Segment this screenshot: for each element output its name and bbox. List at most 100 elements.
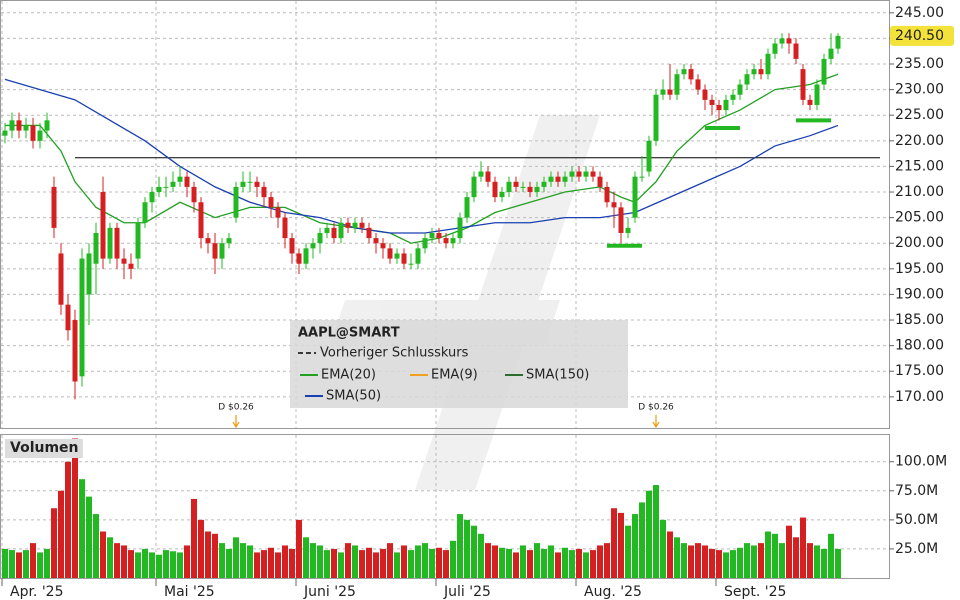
legend-box	[290, 320, 628, 408]
candle-body	[702, 89, 708, 100]
legend: AAPL@SMART Vorheriger Schlusskurs EMA(20…	[290, 320, 628, 408]
volume-bar	[443, 550, 449, 578]
volume-bar	[611, 508, 617, 578]
y-tick-label: 205.00	[895, 210, 944, 226]
y-tick-label: 245.00	[895, 5, 944, 21]
candle-body	[506, 181, 512, 193]
candle-body	[128, 263, 134, 269]
candle-body	[65, 304, 71, 331]
volume-bar	[86, 496, 92, 578]
candle-body	[632, 176, 638, 218]
candle-body	[828, 48, 834, 59]
y-tick-label: 195.00	[895, 261, 944, 277]
candle-body	[114, 227, 120, 259]
volume-bar	[660, 519, 666, 578]
volume-bar	[268, 547, 274, 578]
candle-body	[86, 253, 92, 295]
y-tick-label: 175.00	[895, 363, 944, 379]
volume-bar	[772, 533, 778, 578]
volume-bar	[597, 545, 603, 578]
candle-body	[79, 258, 85, 377]
candle-body	[604, 186, 610, 203]
candle-body	[590, 171, 596, 177]
volume-bar	[723, 552, 729, 578]
candle-body	[219, 243, 225, 259]
volume-bar	[107, 537, 113, 578]
candle-body	[240, 181, 246, 187]
candle-body	[499, 192, 505, 198]
candle-body	[618, 207, 624, 233]
volume-bar	[380, 548, 386, 578]
candle-body	[51, 186, 57, 228]
candle-body	[317, 232, 323, 244]
volume-bar	[541, 548, 547, 578]
candle-body	[667, 89, 673, 95]
volume-bar	[317, 545, 323, 578]
candle-body	[709, 99, 715, 105]
x-tick-label: Aug. '25	[584, 584, 642, 600]
volume-bar	[233, 537, 239, 578]
volume-bar	[324, 550, 330, 578]
candle-body	[555, 176, 561, 182]
volume-bar	[289, 548, 295, 578]
x-tick-label: Juni '25	[303, 584, 356, 600]
volume-bar	[457, 514, 463, 578]
volume-bar	[170, 551, 176, 578]
volume-bar	[646, 490, 652, 578]
volume-bar	[485, 543, 491, 578]
volume-bar	[548, 545, 554, 578]
volume-bar	[653, 484, 659, 578]
volume-bar	[149, 552, 155, 578]
volume-bar	[478, 533, 484, 578]
volume-bar	[352, 545, 358, 578]
x-tick-label: Juli '25	[443, 584, 491, 600]
volume-bar	[492, 545, 498, 578]
volume-bar	[807, 543, 813, 578]
volume-bar	[310, 543, 316, 578]
candle-body	[583, 171, 589, 177]
candle-body	[751, 69, 757, 75]
candle-body	[212, 243, 218, 259]
candle-body	[303, 248, 309, 264]
candle-body	[373, 238, 379, 244]
candle-body	[142, 202, 148, 223]
volume-bar	[527, 550, 533, 578]
candle-body	[135, 222, 141, 259]
legend-label: SMA(50)	[326, 389, 381, 404]
volume-bar	[422, 543, 428, 578]
volume-bar	[779, 543, 785, 578]
volume-bar	[618, 512, 624, 578]
candle-body	[646, 140, 652, 172]
candle-body	[562, 176, 568, 182]
y-tick-label: 220.00	[895, 133, 944, 149]
candle-body	[492, 181, 498, 198]
volume-bar	[499, 547, 505, 578]
volume-bar	[65, 461, 71, 578]
volume-bar	[128, 550, 134, 578]
volume-bar	[296, 519, 302, 578]
candle-body	[534, 186, 540, 193]
volume-bar	[562, 547, 568, 578]
volume-bar	[37, 552, 43, 578]
candle-body	[156, 186, 162, 193]
volume-bar	[212, 533, 218, 578]
candle-body	[485, 171, 491, 182]
candle-body	[254, 181, 260, 187]
volume-bar	[821, 548, 827, 578]
candle-body	[436, 232, 442, 239]
volume-bar	[135, 552, 141, 578]
candle-body	[198, 202, 204, 239]
x-tick-label: Mai '25	[164, 584, 215, 600]
candle-body	[625, 227, 631, 233]
volume-bar	[401, 545, 407, 578]
volume-bar	[716, 550, 722, 578]
volume-bar	[254, 552, 260, 578]
volume-bar	[583, 552, 589, 578]
volume-bar	[681, 543, 687, 578]
volume-bar	[534, 543, 540, 578]
candle-body	[779, 38, 785, 44]
candle-body	[478, 171, 484, 177]
y-tick-label: 235.00	[895, 56, 944, 72]
dividend-arrow	[232, 415, 240, 429]
candle-body	[23, 125, 29, 131]
